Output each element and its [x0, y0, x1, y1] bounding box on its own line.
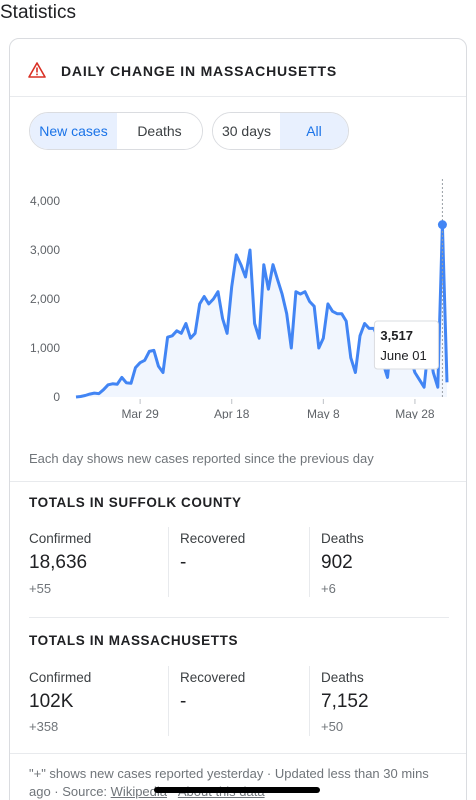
suffolk-deaths-label: Deaths [321, 531, 364, 546]
daily-change-chart[interactable]: 4,000 3,000 2,000 1,000 0 Mar 29 Apr 18 May 8 Ma… [10, 179, 467, 419]
toggle-deaths[interactable]: Deaths [116, 113, 202, 149]
ma-deaths-value: 7,152 [321, 691, 369, 712]
suffolk-confirmed-delta: +55 [29, 581, 52, 596]
series-line [75, 223, 449, 399]
x-tick-label: May 28 [395, 407, 435, 419]
wikipedia-link[interactable]: Wikipedia [110, 784, 168, 799]
ma-deaths-label: Deaths [321, 670, 364, 685]
home-indicator [154, 787, 320, 793]
y-tick-label: 2,000 [30, 292, 60, 306]
page-heading: Statistics [0, 2, 77, 23]
suffolk-confirmed-value: 18,636 [29, 552, 88, 573]
card-title: DAILY CHANGE IN MASSACHUSETTS [61, 63, 338, 79]
column-divider [309, 527, 310, 597]
tooltip-date: June 01 [380, 348, 426, 363]
ma-recovered-value: - [180, 691, 187, 712]
column-divider [309, 666, 310, 736]
warning-icon [28, 62, 46, 78]
column-divider [168, 666, 169, 736]
data-point-highlight [437, 220, 447, 230]
y-tick-label: 4,000 [30, 194, 60, 208]
divider [10, 481, 466, 482]
stats-card: DAILY CHANGE IN MASSACHUSETTS New cases … [9, 38, 467, 800]
suffolk-section-title: TOTALS IN SUFFOLK COUNTY [29, 495, 242, 510]
suffolk-recovered-value: - [180, 552, 187, 573]
ma-recovered-label: Recovered [180, 670, 246, 685]
chart-tooltip [373, 320, 439, 370]
metric-toggle: New cases Deaths [29, 112, 203, 150]
divider [10, 753, 466, 754]
chart-note: Each day shows new cases reported since … [29, 451, 374, 466]
ma-deaths-delta: +50 [321, 719, 344, 734]
suffolk-deaths-delta: +6 [321, 581, 336, 596]
toggle-new-cases[interactable]: New cases [30, 113, 117, 149]
tooltip-value: 3,517 [380, 328, 413, 343]
x-tick-label: Apr 18 [214, 407, 250, 419]
suffolk-confirmed-label: Confirmed [29, 531, 92, 546]
footer-text: "+" shows new cases reported yesterday ·… [29, 766, 429, 799]
footer-note: "+" shows new cases reported yesterday ·… [29, 765, 449, 800]
card-header: DAILY CHANGE IN MASSACHUSETTS [10, 39, 466, 97]
divider [29, 617, 449, 618]
x-tick-label: Mar 29 [121, 407, 159, 419]
massachusetts-section-title: TOTALS IN MASSACHUSETTS [29, 633, 239, 648]
range-toggle: 30 days All [212, 112, 349, 150]
y-tick-label: 3,000 [30, 243, 60, 257]
x-tick-label: May 8 [307, 407, 340, 419]
suffolk-recovered-label: Recovered [180, 531, 246, 546]
column-divider [168, 527, 169, 597]
ma-confirmed-delta: +358 [29, 719, 59, 734]
y-tick-label: 0 [53, 390, 60, 404]
ma-confirmed-label: Confirmed [29, 670, 92, 685]
ma-confirmed-value: 102K [29, 691, 74, 712]
y-tick-label: 1,000 [30, 341, 60, 355]
toggle-all[interactable]: All [280, 113, 348, 149]
suffolk-deaths-value: 902 [321, 552, 353, 573]
toggle-30-days[interactable]: 30 days [213, 113, 280, 149]
